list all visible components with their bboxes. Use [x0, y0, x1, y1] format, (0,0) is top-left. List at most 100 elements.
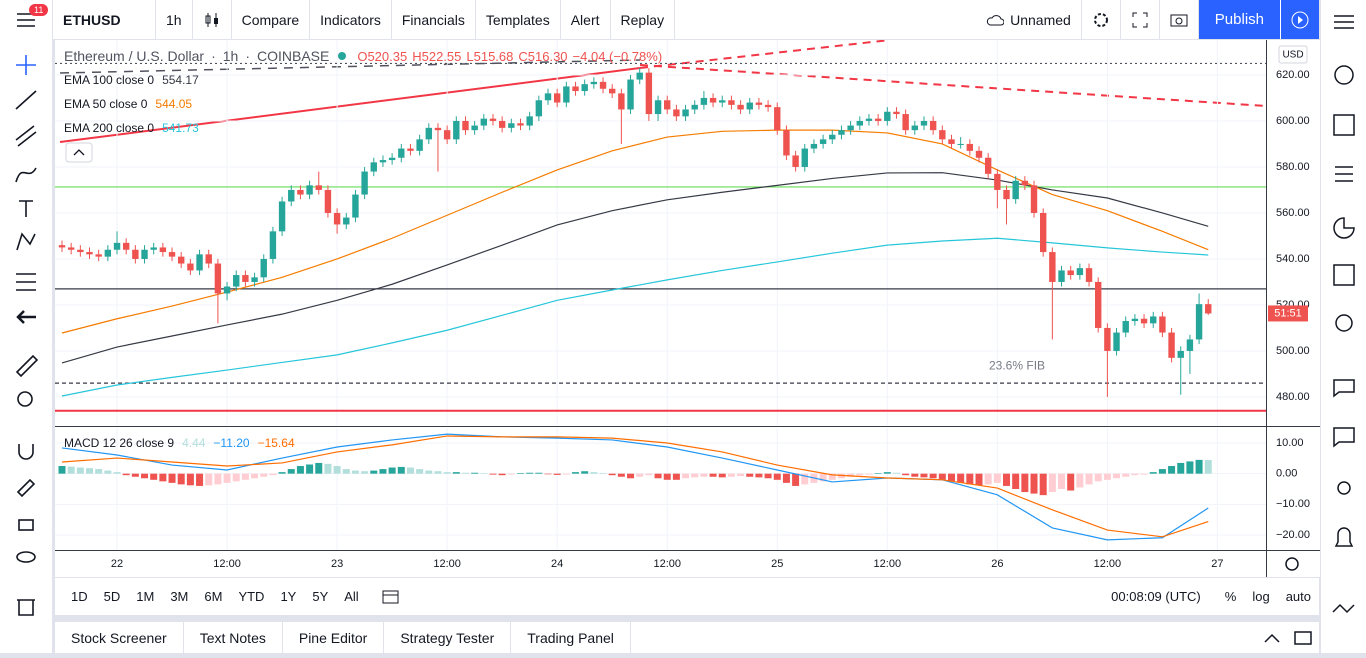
histogram-bar [737, 473, 745, 477]
ohlc: O520.35 H522.55 L515.68 C516.30 −4.04 (−0.78… [355, 49, 662, 64]
candle-body [95, 254, 102, 257]
interval[interactable]: 1h [156, 0, 193, 39]
histogram-bar [782, 473, 790, 483]
alerts-icon[interactable] [1334, 65, 1354, 85]
calendar-icon[interactable] [1335, 166, 1353, 182]
range-button[interactable]: All [344, 589, 359, 604]
range-button[interactable]: 3M [170, 589, 189, 604]
macd-name: MACD 12 26 close 9 [64, 436, 175, 450]
range-button[interactable]: 6M [204, 589, 223, 604]
settings[interactable] [1082, 0, 1121, 39]
layout-select[interactable]: Unnamed [976, 0, 1082, 39]
ema-legend: EMA 50 close 0 544.05 [64, 97, 192, 111]
collapse-legend[interactable] [65, 142, 93, 163]
toolbar-item[interactable]: Alert [561, 0, 611, 39]
range-button[interactable]: YTD [238, 589, 265, 604]
news-icon[interactable] [1333, 114, 1355, 136]
histogram-bar [672, 473, 680, 480]
clock[interactable]: 00:08:09 (UTC) [1111, 589, 1201, 604]
range-button[interactable]: 1M [136, 589, 155, 604]
toolbar-item[interactable]: Compare [232, 0, 311, 39]
ideas-icon[interactable] [1335, 314, 1353, 332]
panel-tab[interactable]: Trading Panel [511, 622, 631, 653]
channel-tool[interactable] [15, 125, 37, 147]
panel-controls[interactable] [1259, 628, 1319, 648]
panel-tab[interactable]: Stock Screener [55, 622, 184, 653]
fib-tool[interactable] [16, 273, 36, 291]
histogram-bar [58, 466, 66, 474]
histogram-bar [425, 470, 433, 474]
histogram-bar [287, 469, 295, 474]
chart-style[interactable] [193, 0, 232, 39]
toolbar-item[interactable]: Templates [476, 0, 561, 39]
histogram-bar [406, 467, 414, 474]
histogram-bar [471, 472, 479, 474]
histogram-bar [1085, 473, 1093, 485]
watchlist-icon[interactable] [1334, 15, 1354, 29]
menu-icon[interactable] [17, 13, 35, 27]
brush-tool[interactable] [15, 167, 37, 183]
candle-body [416, 139, 423, 151]
panel-tab[interactable]: Text Notes [184, 622, 283, 653]
toolbar-item[interactable]: Financials [392, 0, 476, 39]
toolbar-item[interactable]: Indicators [310, 0, 392, 39]
candle-body [1076, 268, 1084, 276]
trash-tool[interactable] [17, 599, 35, 616]
collapse-icon[interactable] [1332, 603, 1355, 614]
candle-body [590, 81, 598, 85]
publish-button[interactable]: Publish [1198, 0, 1280, 39]
histogram-bar [507, 473, 515, 475]
candle-body [58, 245, 66, 248]
stream-icon[interactable] [1337, 481, 1351, 495]
lock-tool[interactable] [18, 519, 34, 531]
histogram-bar [214, 473, 222, 485]
measure-tool[interactable] [15, 354, 39, 378]
histogram-bar [1204, 460, 1212, 474]
panel-tab[interactable]: Pine Editor [283, 622, 385, 653]
candle-body [1085, 268, 1093, 282]
range-button[interactable]: 5D [103, 589, 121, 604]
snapshot[interactable] [1160, 0, 1199, 39]
calendar-icon[interactable] [1333, 264, 1355, 286]
histogram-bar [95, 469, 103, 474]
histogram-bar [727, 473, 735, 477]
magnet-tool[interactable] [18, 444, 34, 460]
pattern-tool[interactable] [16, 232, 36, 251]
symbol-search[interactable]: ETHUSD [53, 0, 156, 39]
candle-body [1095, 281, 1102, 328]
back-tool[interactable] [16, 310, 36, 324]
scale-option[interactable]: auto [1285, 589, 1311, 604]
currency-box[interactable] [1278, 45, 1308, 64]
range-button[interactable]: 5Y [312, 589, 329, 604]
zoom-tool[interactable] [17, 391, 33, 407]
text-tool[interactable] [19, 200, 33, 217]
chat-icon[interactable] [1333, 427, 1355, 448]
scale-option[interactable]: log [1252, 589, 1270, 604]
range-button[interactable]: 1D [71, 589, 88, 604]
range-button[interactable]: 1Y [280, 589, 297, 604]
notifications-icon[interactable] [1334, 527, 1354, 547]
settings-icon[interactable] [1285, 557, 1299, 571]
fullscreen[interactable] [1121, 0, 1160, 39]
macd-tick-label: 10.00 [1276, 437, 1304, 449]
candle-body [361, 171, 368, 195]
play-button[interactable] [1280, 0, 1319, 39]
lock-drawing-tool[interactable] [16, 478, 36, 498]
chat-icon[interactable] [1333, 379, 1355, 398]
toolbar-item[interactable]: Replay [611, 0, 676, 39]
scale-option[interactable]: % [1224, 589, 1237, 604]
visibility-tool[interactable] [16, 551, 36, 563]
crosshair-tool[interactable] [16, 55, 36, 75]
price-tick-label: 580.00 [1276, 161, 1310, 173]
line-tool[interactable] [15, 90, 37, 110]
candle-body [315, 185, 322, 190]
price-tick-label: 600.00 [1276, 115, 1310, 127]
goto-date[interactable] [381, 588, 401, 606]
histogram-bar [351, 470, 359, 474]
candle-body [948, 139, 955, 144]
candle-body [205, 254, 212, 264]
panel-tab[interactable]: Strategy Tester [384, 622, 512, 653]
histogram-bar [269, 473, 277, 476]
histogram-bar [929, 473, 937, 479]
hotlist-icon[interactable] [1333, 217, 1355, 239]
